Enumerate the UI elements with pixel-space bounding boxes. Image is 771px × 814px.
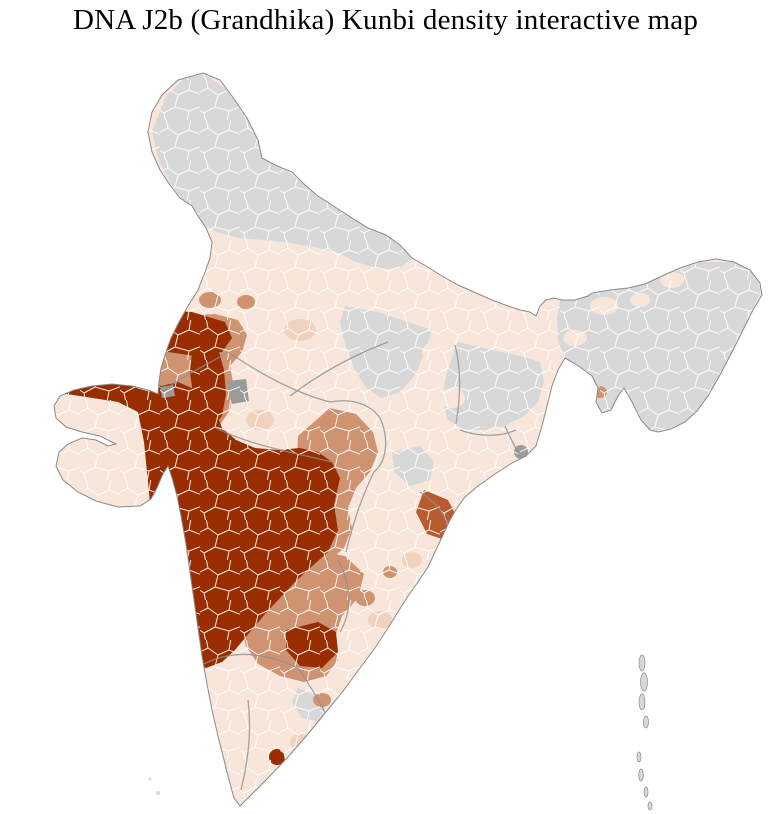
region-dark-grey-district-2[interactable] [514,445,528,459]
andaman-nicobar-islands[interactable] [636,654,653,811]
region-no-data-northeast[interactable] [557,262,761,430]
lakshadweep-islands[interactable] [148,777,161,796]
region-high-density-mysore-spot[interactable] [269,749,285,765]
region-dark-grey-district-3[interactable] [160,385,175,398]
region-base-low-density[interactable] [20,55,771,814]
region-no-data-north[interactable] [152,74,412,269]
page-title: DNA J2b (Grandhika) Kunbi density intera… [72,4,699,36]
